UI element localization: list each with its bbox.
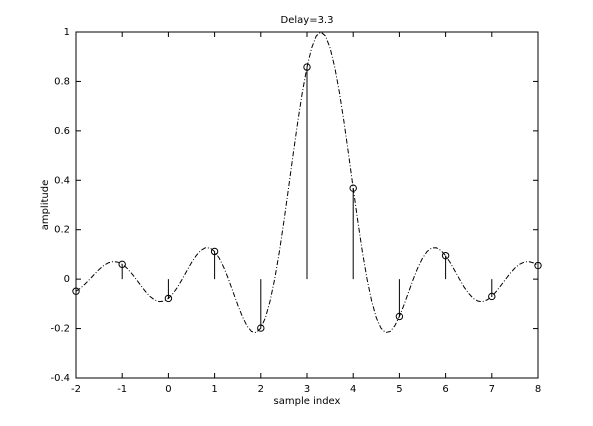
- y-tick-label: 0.2: [54, 225, 70, 236]
- stem-marker: [303, 63, 311, 71]
- y-tick-label: 0.6: [54, 126, 70, 137]
- y-tick-label: -0.2: [50, 324, 70, 335]
- x-tick-label: 5: [396, 384, 402, 395]
- x-tick-label: -2: [71, 384, 81, 395]
- stem-marker: [72, 287, 80, 295]
- stem-marker: [441, 251, 450, 260]
- x-axis-label: sample index: [274, 396, 341, 407]
- y-tick-label: -0.4: [50, 373, 70, 384]
- y-tick-label: 0: [64, 274, 70, 285]
- stem-marker: [210, 247, 219, 256]
- x-tick-label: 4: [350, 384, 356, 395]
- y-tick-label: 0.4: [54, 175, 70, 186]
- stem-marker: [257, 324, 265, 332]
- stem-marker: [534, 261, 542, 270]
- x-tick-label: 6: [442, 384, 448, 395]
- chart-title: Delay=3.3: [281, 15, 334, 26]
- x-tick-label: 1: [211, 384, 217, 395]
- stem-marker: [164, 294, 173, 303]
- x-tick-label: 2: [258, 384, 264, 395]
- y-axis-label: amplitude: [40, 180, 51, 231]
- x-tick-label: 8: [535, 384, 541, 395]
- curve: [75, 31, 539, 334]
- stem-marker: [118, 260, 126, 269]
- x-tick-label: -1: [117, 384, 127, 395]
- stem-marker: [395, 312, 404, 321]
- stem-marker: [488, 292, 496, 301]
- x-tick-label: 7: [489, 384, 495, 395]
- x-tick-label: 3: [304, 384, 310, 395]
- y-tick-label: 1: [64, 27, 70, 38]
- x-tick-label: 0: [165, 384, 171, 395]
- y-tick-label: 0.8: [54, 76, 70, 87]
